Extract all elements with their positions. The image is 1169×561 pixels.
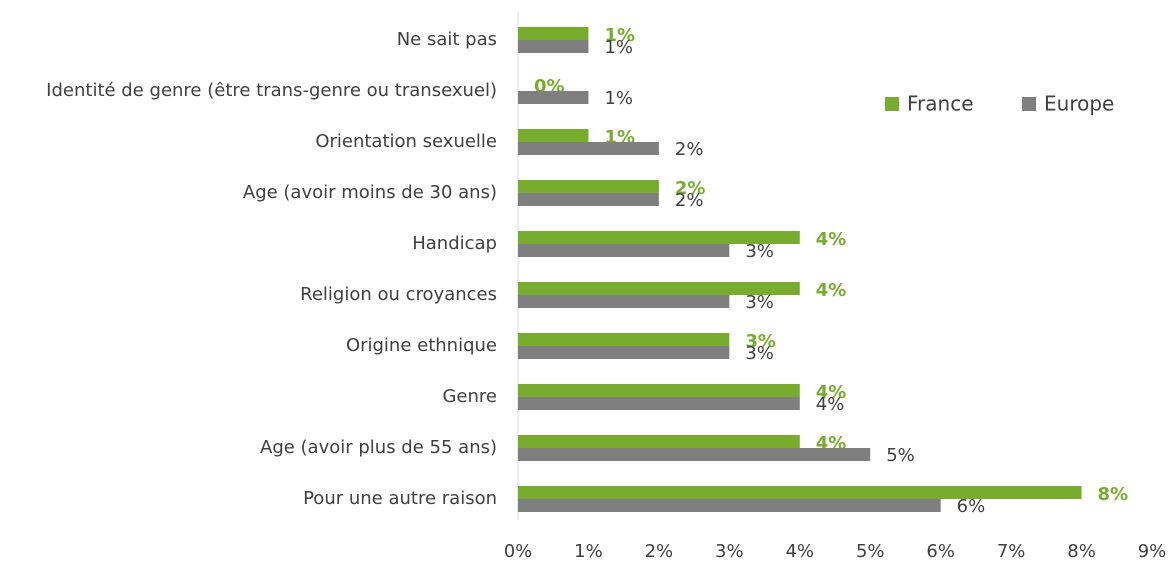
value-label: 3% — [745, 292, 774, 313]
category-label: Age (avoir plus de 55 ans) — [260, 437, 497, 458]
value-label: 2% — [675, 178, 706, 199]
x-tick-label: 7% — [997, 541, 1026, 561]
category-label: Genre — [442, 386, 497, 407]
bar — [518, 448, 871, 461]
value-label: 4% — [816, 229, 847, 250]
x-tick-label: 6% — [926, 541, 955, 561]
value-label: 2% — [675, 190, 704, 211]
category-label: Origine ethnique — [346, 335, 497, 356]
value-label: 4% — [816, 394, 845, 415]
x-tick-label: 2% — [645, 541, 674, 561]
category-label: Orientation sexuelle — [315, 131, 497, 152]
bar — [518, 193, 659, 206]
bar — [518, 384, 800, 397]
x-tick-label: 1% — [574, 541, 603, 561]
x-tick-label: 0% — [504, 541, 533, 561]
bar — [518, 333, 730, 346]
bar — [518, 27, 589, 40]
category-label: Pour une autre raison — [303, 488, 497, 509]
category-label: Ne sait pas — [397, 29, 497, 50]
legend-swatch — [1022, 97, 1036, 111]
category-label: Identité de genre (être trans-genre ou t… — [46, 80, 497, 101]
bar — [518, 397, 800, 410]
value-label: 4% — [816, 280, 847, 301]
x-tick-label: 5% — [856, 541, 885, 561]
value-label: 8% — [1098, 484, 1129, 505]
bar — [518, 231, 800, 244]
bar — [518, 142, 659, 155]
category-label: Age (avoir moins de 30 ans) — [243, 182, 497, 203]
category-label: Handicap — [412, 233, 497, 254]
legend-swatch — [885, 97, 899, 111]
bar — [518, 282, 800, 295]
value-label: 3% — [745, 241, 774, 262]
legend-label: Europe — [1044, 92, 1114, 116]
bar — [518, 346, 730, 359]
bar — [518, 244, 730, 257]
value-label: 1% — [604, 25, 635, 46]
category-label: Religion ou croyances — [300, 284, 497, 305]
bar — [518, 40, 589, 53]
x-tick-label: 8% — [1067, 541, 1096, 561]
bar — [518, 91, 589, 104]
value-label: 3% — [745, 343, 774, 364]
x-tick-label: 3% — [715, 541, 744, 561]
value-label: 6% — [957, 496, 986, 517]
x-tick-label: 9% — [1138, 541, 1167, 561]
bar — [518, 180, 659, 193]
x-tick-label: 4% — [785, 541, 814, 561]
bar — [518, 129, 589, 142]
value-label: 2% — [675, 139, 704, 160]
bar — [518, 435, 800, 448]
value-label: 4% — [816, 382, 847, 403]
bar — [518, 295, 730, 308]
legend-label: France — [907, 92, 974, 116]
value-label: 1% — [604, 88, 633, 109]
value-label: 1% — [604, 37, 633, 58]
bar — [518, 499, 941, 512]
bar — [518, 486, 1082, 499]
value-label: 3% — [745, 331, 776, 352]
value-label: 5% — [886, 445, 915, 466]
